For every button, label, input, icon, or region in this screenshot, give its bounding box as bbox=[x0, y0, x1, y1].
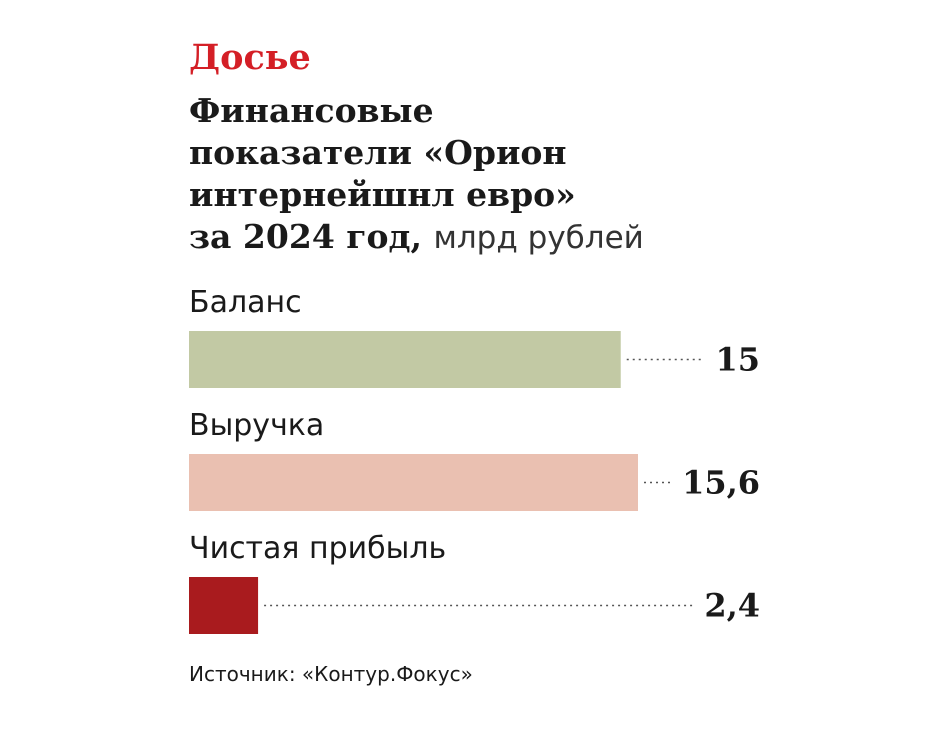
value-label-net-profit: 2,4 bbox=[704, 587, 760, 625]
bar-revenue bbox=[189, 454, 638, 511]
title-period: за 2024 год, bbox=[189, 217, 422, 256]
category-label-revenue: Выручка bbox=[189, 408, 324, 443]
value-label-revenue: 15,6 bbox=[682, 464, 760, 502]
chart-title: Финансовые показатели «Орион интернейшнл… bbox=[189, 90, 909, 259]
bar-net-profit bbox=[189, 577, 259, 634]
value-label-balance: 15 bbox=[715, 341, 760, 379]
kicker-label: Досье bbox=[189, 37, 311, 78]
title-line-4: за 2024 год, млрд рублей bbox=[189, 216, 909, 259]
unit-label: млрд рублей bbox=[433, 220, 644, 256]
source-note: Источник: «Контур.Фокус» bbox=[189, 662, 473, 686]
title-line-1: Финансовые bbox=[189, 91, 434, 130]
bar-balance bbox=[189, 331, 621, 388]
category-label-balance: Баланс bbox=[189, 285, 302, 320]
title-line-2: показатели «Орион bbox=[189, 133, 567, 172]
title-line-3: интернейшнл евро» bbox=[189, 175, 576, 214]
category-label-net-profit: Чистая прибыль bbox=[189, 531, 446, 566]
